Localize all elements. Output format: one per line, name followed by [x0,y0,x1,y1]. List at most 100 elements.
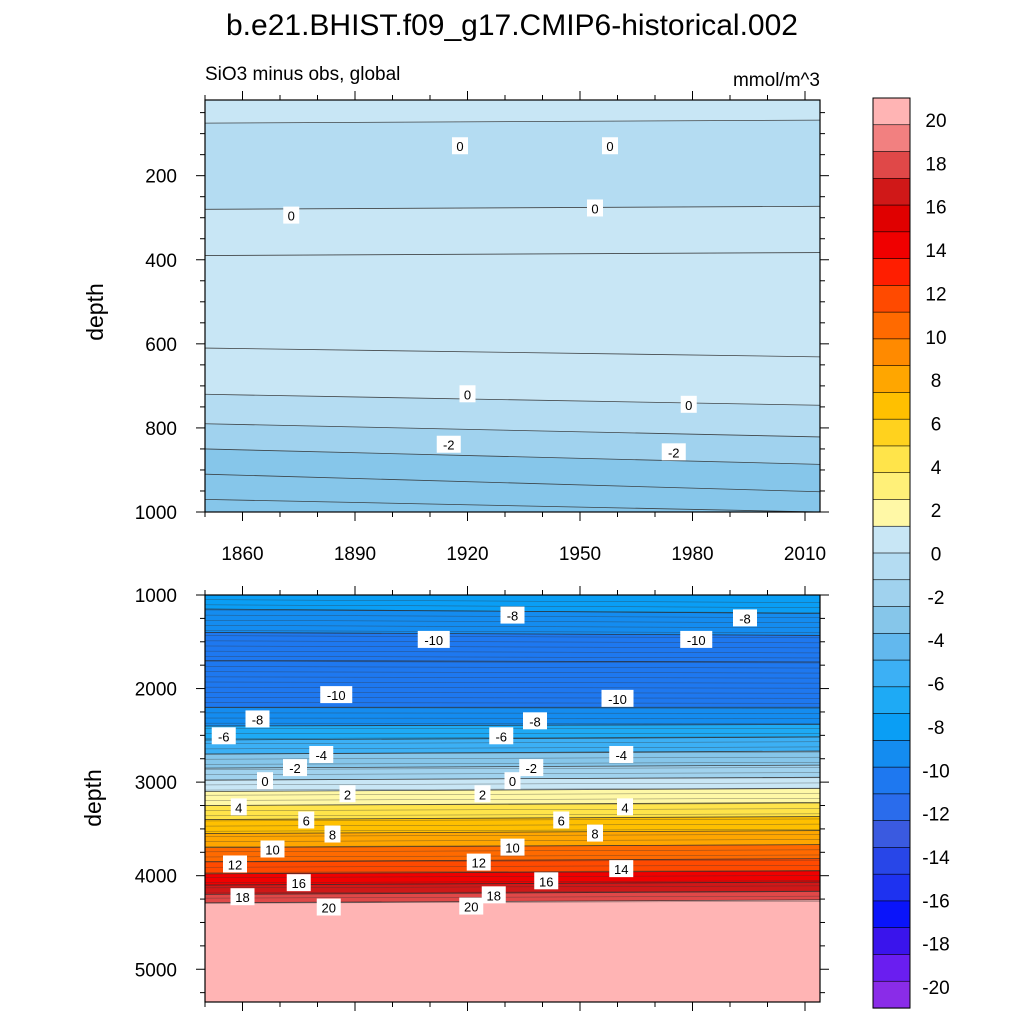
x-tick-label: 1950 [559,544,601,565]
colorbar-swatch [872,151,911,179]
colorbar-swatch [872,311,911,340]
contour-label: 0 [261,774,268,789]
contour-label-box [661,443,686,461]
contour-label: 8 [591,827,598,842]
contour-line [204,746,821,750]
x-tick-label: 1920 [446,544,488,565]
colorbar-swatch [872,793,911,822]
plot-frame [204,594,821,1003]
contour-line [204,640,821,644]
contour-line [204,764,821,769]
contour-label: -6 [495,729,507,744]
y-tick-label: 600 [145,335,177,356]
contour-label-box [223,855,247,873]
contour-line [204,119,821,124]
contour-line [204,660,821,663]
contour-band [205,870,820,886]
contour-band [205,899,820,1002]
contour-label-box [680,395,697,413]
colorbar-swatch [872,873,911,902]
colorbar-label: -6 [928,675,945,696]
plot-frame [204,99,821,513]
colorbar-swatch [872,847,911,875]
contour-line [204,423,821,438]
contour-line [204,681,821,684]
contour-label: -4 [315,748,327,763]
colorbar-label: 12 [925,284,946,305]
contour-band [205,788,820,806]
contour-line [204,891,821,895]
contour-band [205,660,820,708]
contour-label-box [602,137,618,155]
contour-line [204,604,821,608]
x-tick-label: 1890 [334,544,376,565]
contour-line [204,808,821,811]
contour-label-box [680,630,713,648]
colorbar-swatch [872,97,911,126]
contour-line [204,632,821,636]
contour-label-box [260,840,285,858]
contour-line [204,630,821,634]
colorbar-swatch [872,258,911,286]
colorbar-swatch [872,525,911,554]
colorbar-swatch [872,579,911,608]
contour-label: 10 [265,842,279,857]
colorbar-swatch [872,552,911,581]
contour-label: 0 [509,774,516,789]
colorbar-swatch [872,365,911,394]
colorbar-swatch [872,124,911,153]
contour-line [204,448,821,465]
contour-label: -8 [739,611,751,626]
contour-label-box [436,435,461,453]
contour-line [204,792,821,796]
y-tick-label: 1000 [135,586,177,607]
colorbar: 20181614121086420-2-4-6-8-10-12-14-16-18… [872,97,950,1009]
x-tick-label: 2010 [784,544,826,565]
contour-label-box [324,825,341,843]
contour-line [204,858,821,863]
contour-band [205,707,820,726]
colorbar-label: -4 [928,631,945,652]
contour-label: 16 [292,876,306,891]
x-tick-label: 1980 [671,544,713,565]
contour-label-box [519,759,544,777]
colorbar-label: -14 [922,848,950,869]
contour-label-box [286,874,311,892]
colorbar-swatch [872,900,911,929]
contour-label-box [601,689,634,707]
colorbar-label: -16 [922,891,949,912]
contour-band [205,206,820,256]
colorbar-label: 2 [931,501,942,522]
contour-label: -10 [327,688,346,703]
contour-label-box [481,886,506,904]
contour-label-box [617,798,633,816]
contour-line [204,666,821,669]
contour-label: 4 [621,800,628,815]
contour-label: 12 [228,857,242,872]
colorbar-label: 6 [931,414,942,435]
contour-label: -2 [289,761,301,776]
colorbar-swatch [872,606,911,634]
contour-label: 18 [235,890,249,905]
units-label: mmol/m^3 [733,70,820,91]
colorbar-swatch [872,418,911,447]
colorbar-label: 8 [931,371,942,392]
contour-line [204,899,821,904]
contour-label: 4 [235,800,242,815]
y-tick-label: 4000 [135,867,177,888]
contour-band [205,348,820,406]
contour-label-box [489,727,514,745]
contour-label: -4 [615,748,627,763]
contour-label-box [316,898,341,916]
contour-label: -10 [424,633,443,648]
contour-label-box [230,888,255,906]
lower-y-axis-label: depth [80,769,106,827]
colorbar-swatch [872,632,911,661]
contour-label-box [309,745,334,763]
y-tick-label: 1000 [135,503,177,524]
contour-label: 6 [558,813,565,828]
contour-band [205,120,820,210]
colorbar-swatch [872,285,911,313]
